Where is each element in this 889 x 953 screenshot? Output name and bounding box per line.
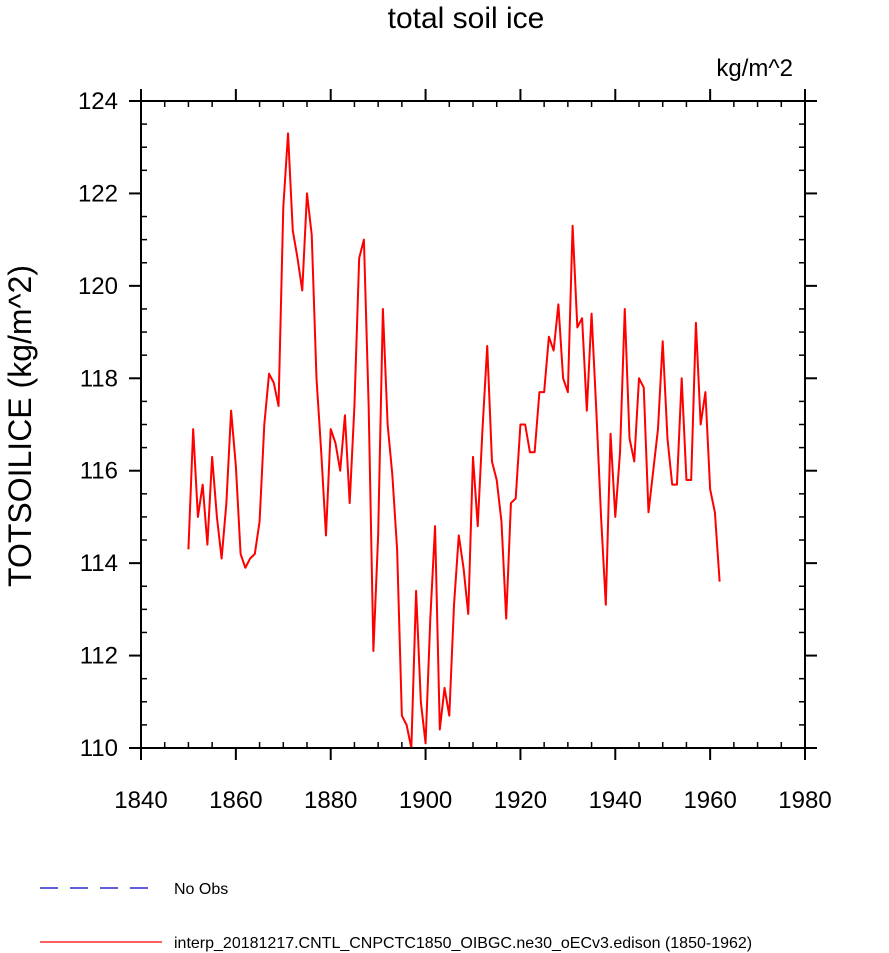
- y-tick-label: 120: [78, 273, 118, 300]
- x-tick-label: 1840: [114, 787, 167, 814]
- series-line: [187, 132, 721, 749]
- x-tick-label: 1920: [494, 787, 547, 814]
- y-tick-label: 112: [80, 643, 118, 670]
- x-tick-label: 1960: [683, 787, 736, 814]
- series-lines: [187, 132, 721, 749]
- y-axis-label: TOTSOILICE (kg/m^2): [2, 265, 38, 587]
- x-tick-label: 1900: [399, 787, 452, 814]
- y-tick-labels: 110 112 114 116 118 120 122 124: [78, 88, 118, 762]
- minor-ticks: [141, 101, 805, 748]
- chart-title: total soil ice: [388, 2, 545, 35]
- y-tick-label: 110: [80, 735, 118, 762]
- plot-frame: [140, 100, 806, 749]
- legend: No Obs interp_20181217.CNTL_CNPCTC1850_O…: [40, 881, 752, 952]
- y-tick-label: 122: [78, 180, 118, 207]
- y-tick-label: 118: [80, 365, 118, 392]
- legend-label-model-run: interp_20181217.CNTL_CNPCTC1850_OIBGC.ne…: [174, 935, 752, 952]
- y-tick-label: 116: [80, 458, 118, 485]
- legend-label-no-obs: No Obs: [174, 881, 228, 898]
- x-tick-label: 1940: [589, 787, 642, 814]
- y-tick-label: 124: [78, 88, 118, 115]
- x-tick-labels: 1840 1860 1880 1900 1920 1940 1960 1980: [114, 787, 831, 814]
- units-label: kg/m^2: [716, 55, 793, 82]
- major-ticks: [129, 89, 817, 760]
- y-tick-label: 114: [80, 550, 118, 577]
- x-tick-label: 1860: [209, 787, 262, 814]
- x-tick-label: 1980: [778, 787, 831, 814]
- x-tick-label: 1880: [304, 787, 357, 814]
